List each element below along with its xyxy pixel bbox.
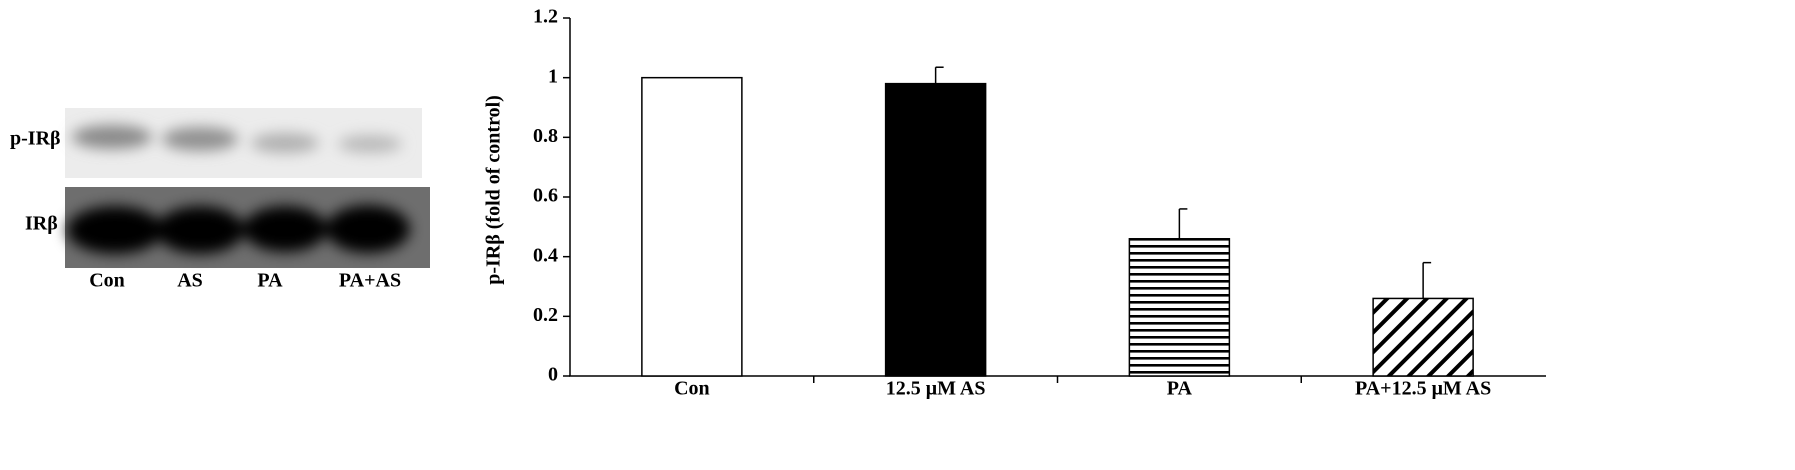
y-axis-label: p-IRβ (fold of control) [483, 95, 505, 285]
x-tick-label: PA [1167, 378, 1193, 400]
y-tick-label: 0.4 [533, 244, 558, 266]
p-band-group [72, 125, 402, 153]
x-tick-label: 12.5 μM AS [886, 378, 986, 400]
band [156, 206, 244, 254]
band [72, 125, 152, 149]
y-tick-label: 0.8 [533, 125, 558, 147]
blot-row-label: IRβ [25, 213, 58, 235]
bar [1128, 238, 1231, 377]
blot: p-IRβ IRβ Con AS PA PA+AS [10, 108, 430, 292]
bar [884, 82, 987, 377]
band [243, 206, 327, 252]
lane-label: PA [257, 270, 283, 292]
y-tick-label: 1.2 [533, 6, 558, 28]
bar [641, 76, 743, 377]
bar [1372, 297, 1474, 377]
x-tick-label: PA+12.5 μM AS [1355, 378, 1491, 400]
x-tick-label: Con [674, 378, 710, 400]
band [338, 135, 402, 153]
lane-label: Con [89, 270, 125, 292]
band [162, 127, 238, 151]
y-tick-label: 0.2 [533, 304, 558, 326]
y-tick-label: 1 [548, 65, 558, 87]
y-tick-label: 0 [548, 364, 558, 386]
blot-row-label: p-IRβ [10, 128, 61, 150]
band [67, 206, 163, 254]
band [251, 133, 319, 153]
y-tick-label: 0.6 [533, 185, 558, 207]
band [326, 205, 410, 253]
lane-label: PA+AS [339, 270, 401, 292]
band-group [67, 205, 410, 254]
lane-label: AS [177, 270, 203, 292]
